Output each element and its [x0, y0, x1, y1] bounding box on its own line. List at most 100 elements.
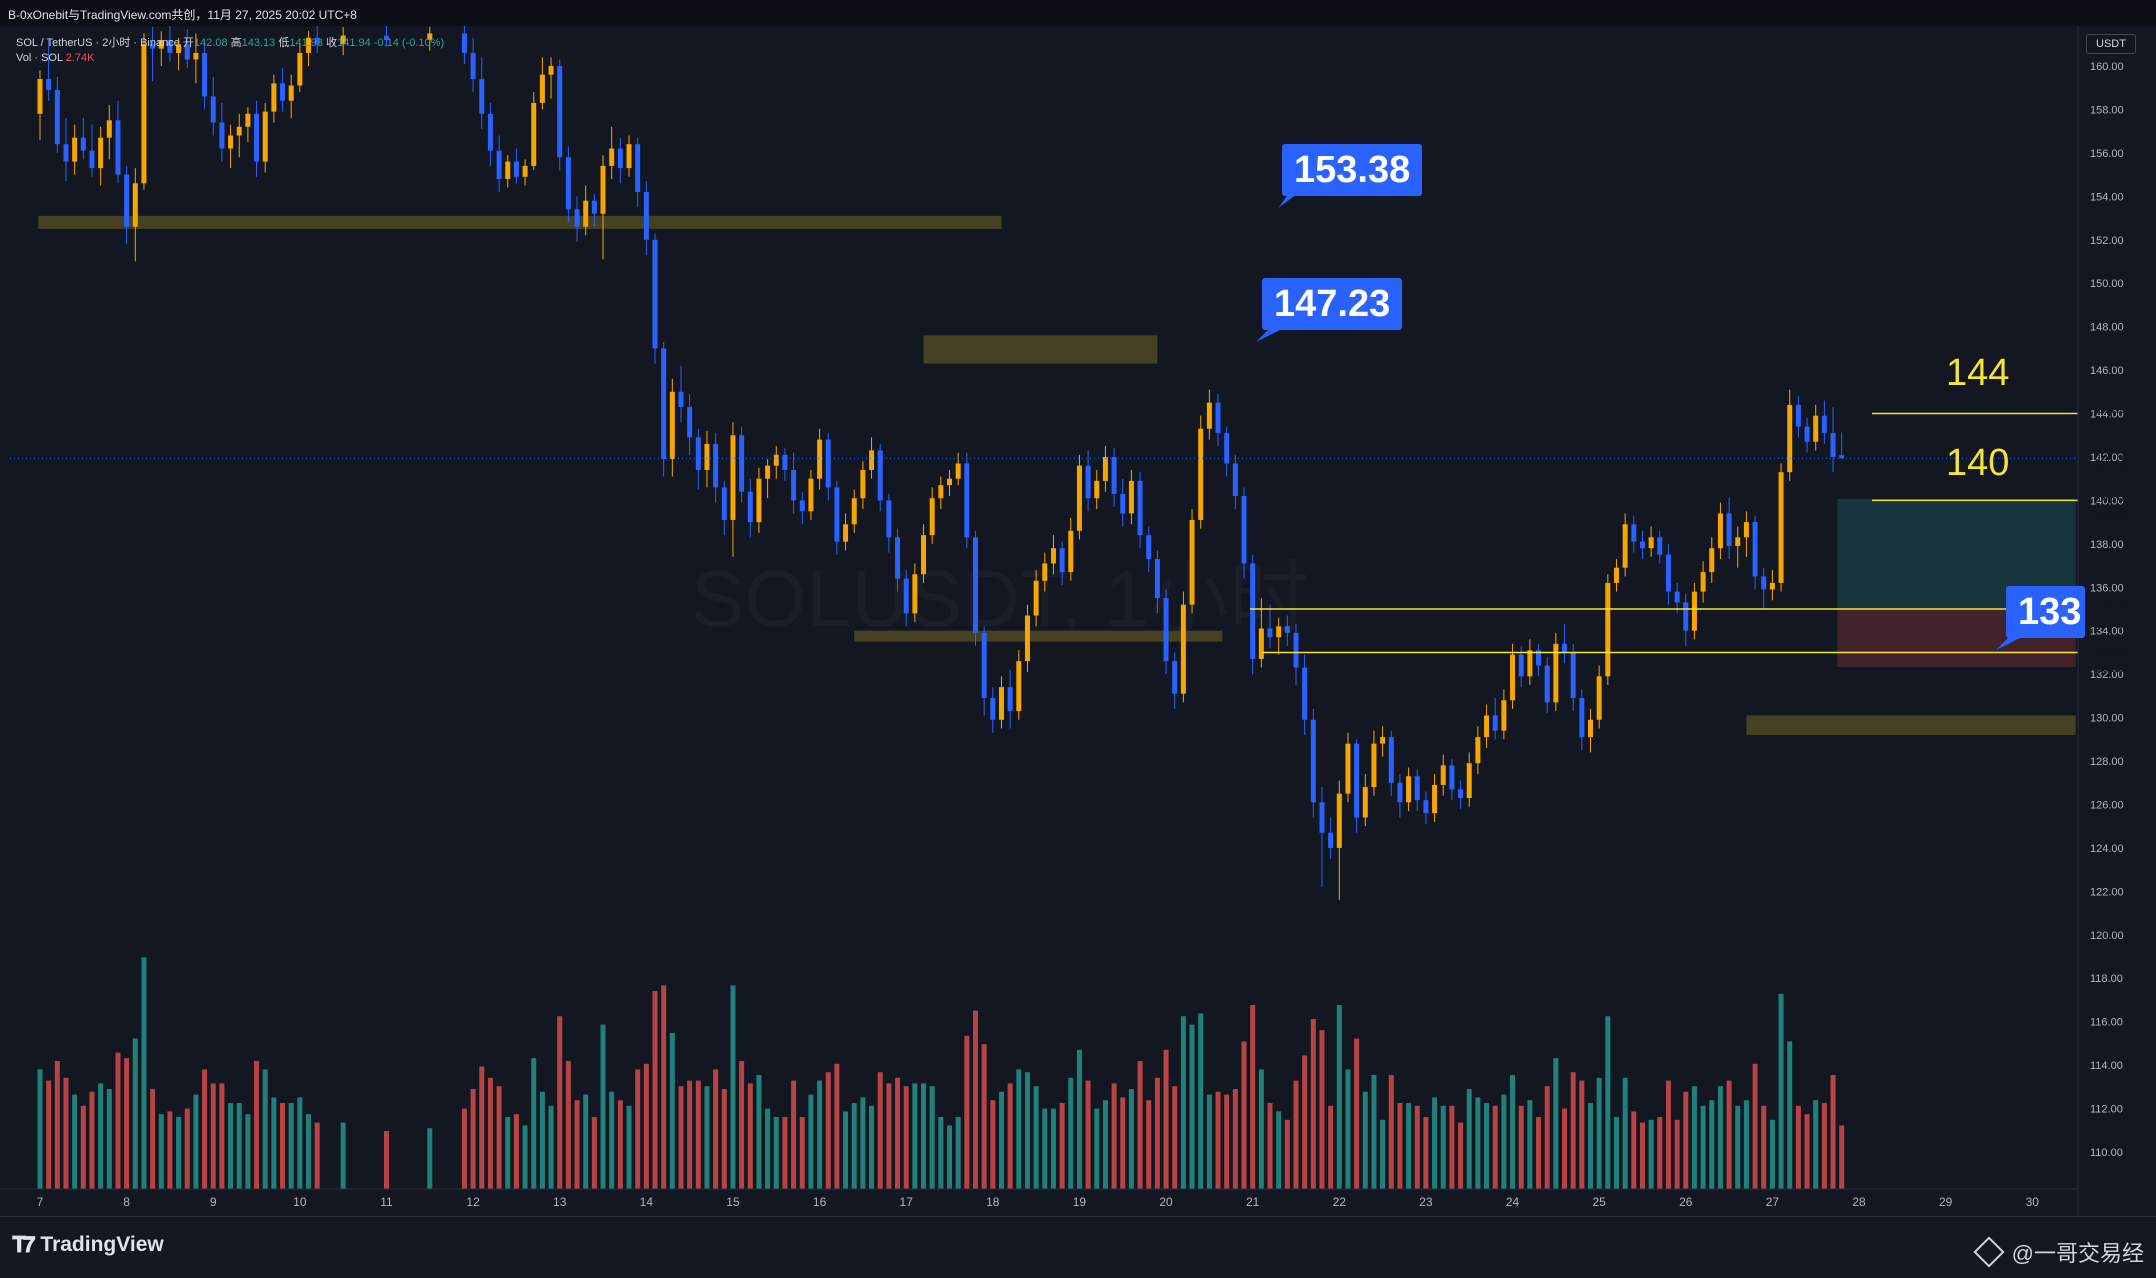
candle-body[interactable] — [1319, 802, 1325, 833]
candle-body[interactable] — [1267, 628, 1273, 638]
candle-body[interactable] — [1596, 676, 1602, 720]
candle-body[interactable] — [46, 79, 52, 90]
candle-body[interactable] — [1830, 433, 1836, 457]
candle-body[interactable] — [1510, 654, 1516, 701]
candle-body[interactable] — [1449, 765, 1455, 790]
candle-body[interactable] — [1293, 632, 1299, 668]
candle-body[interactable] — [1527, 650, 1533, 677]
candle-body[interactable] — [54, 89, 60, 145]
candle-body[interactable] — [739, 435, 745, 492]
candle-body[interactable] — [1146, 535, 1152, 560]
candle-body[interactable] — [1033, 580, 1039, 616]
candle-body[interactable] — [1432, 784, 1438, 814]
candle-body[interactable] — [912, 574, 918, 614]
candle-body[interactable] — [1587, 719, 1593, 738]
candle-body[interactable] — [860, 469, 866, 499]
candle-body[interactable] — [1579, 698, 1585, 738]
candle-body[interactable] — [704, 443, 710, 470]
candle-body[interactable] — [80, 137, 86, 151]
candle-body[interactable] — [1024, 615, 1030, 662]
candle-body[interactable] — [1683, 602, 1689, 631]
candle-body[interactable] — [487, 113, 493, 151]
candle-body[interactable] — [1250, 563, 1256, 659]
candle-body[interactable] — [184, 44, 190, 60]
candle-body[interactable] — [1137, 480, 1143, 536]
candle-body[interactable] — [1302, 667, 1308, 720]
candle-body[interactable] — [1761, 576, 1767, 590]
candle-body[interactable] — [1726, 513, 1732, 547]
candle-body[interactable] — [1691, 591, 1697, 631]
candle-body[interactable] — [1501, 700, 1507, 731]
candle-body[interactable] — [1154, 559, 1160, 599]
candle-body[interactable] — [791, 469, 797, 501]
candle-body[interactable] — [1553, 643, 1559, 703]
candle-body[interactable] — [1345, 743, 1351, 794]
candle-body[interactable] — [1406, 776, 1412, 803]
candle-body[interactable] — [1215, 402, 1221, 434]
y-axis[interactable]: 110.00 112.00 114.00 116.00 118.00 120.00 122.… — [2090, 61, 2124, 1159]
candle-body[interactable] — [1189, 519, 1195, 605]
candle-body[interactable] — [903, 578, 909, 614]
candle-body[interactable] — [661, 348, 667, 460]
candle-body[interactable] — [626, 144, 632, 169]
candle-body[interactable] — [479, 79, 485, 114]
candle-body[interactable] — [132, 183, 138, 227]
candle-body[interactable] — [1484, 715, 1490, 738]
candle-body[interactable] — [574, 209, 580, 227]
candle-body[interactable] — [1180, 604, 1186, 694]
candle-body[interactable] — [1310, 719, 1316, 803]
candle-body[interactable] — [1380, 737, 1386, 744]
candle-body[interactable] — [765, 465, 771, 479]
candle-body[interactable] — [193, 52, 199, 60]
candle-body[interactable] — [202, 52, 208, 97]
candle-body[interactable] — [63, 144, 69, 162]
candle-body[interactable] — [687, 407, 693, 438]
candle-body[interactable] — [141, 44, 147, 184]
candle-body[interactable] — [1475, 737, 1481, 764]
candle-body[interactable] — [1440, 765, 1446, 785]
price-callout-147[interactable]: 147.23 — [1262, 278, 1403, 330]
candle-body[interactable] — [228, 135, 234, 149]
candle-body[interactable] — [600, 165, 606, 214]
price-callout-133[interactable]: 133 — [2006, 586, 2086, 638]
candle-body[interactable] — [817, 439, 823, 479]
candle-body[interactable] — [1258, 628, 1264, 659]
candle-body[interactable] — [1423, 800, 1429, 814]
candle-body[interactable] — [427, 33, 433, 40]
candle-body[interactable] — [106, 120, 112, 138]
candle-body[interactable] — [1059, 548, 1065, 573]
candle-body[interactable] — [1839, 455, 1845, 459]
legend-symbol[interactable]: SOL / TetherUS · 2小时 · Binance — [16, 37, 180, 49]
candle-body[interactable] — [990, 698, 996, 720]
candle-body[interactable] — [713, 443, 719, 488]
candle-body[interactable] — [539, 74, 545, 103]
candle-body[interactable] — [1631, 524, 1637, 542]
candle-body[interactable] — [176, 44, 182, 53]
candle-body[interactable] — [1536, 650, 1542, 666]
x-axis[interactable]: 7 8 9 10 11 12 13 14 15 16 17 18 19 20 21 22 23 24 25 26 27 2… — [37, 1195, 2040, 1209]
candle-body[interactable] — [1743, 522, 1749, 538]
candle-body[interactable] — [115, 120, 121, 175]
candle-body[interactable] — [1674, 591, 1680, 603]
candle-body[interactable] — [505, 161, 511, 179]
candle-body[interactable] — [678, 391, 684, 408]
candle-body[interactable] — [1752, 522, 1758, 577]
candle-body[interactable] — [1120, 493, 1126, 514]
candle-body[interactable] — [1657, 537, 1663, 555]
candle-body[interactable] — [254, 113, 260, 162]
candle-body[interactable] — [1362, 787, 1368, 818]
candle-body[interactable] — [1544, 665, 1550, 703]
candle-body[interactable] — [947, 478, 953, 486]
candle-body[interactable] — [1076, 465, 1082, 531]
candle-body[interactable] — [1778, 472, 1784, 583]
price-callout-153[interactable]: 153.38 — [1282, 144, 1423, 196]
candle-body[interactable] — [271, 83, 277, 112]
candle-body[interactable] — [1795, 404, 1801, 427]
candle-body[interactable] — [1094, 480, 1100, 499]
candle-body[interactable] — [1605, 582, 1611, 677]
candle-body[interactable] — [1492, 715, 1498, 731]
candle-body[interactable] — [955, 463, 961, 479]
candle-body[interactable] — [1085, 465, 1091, 499]
candle-body[interactable] — [297, 52, 303, 86]
candle-body[interactable] — [1224, 433, 1230, 464]
